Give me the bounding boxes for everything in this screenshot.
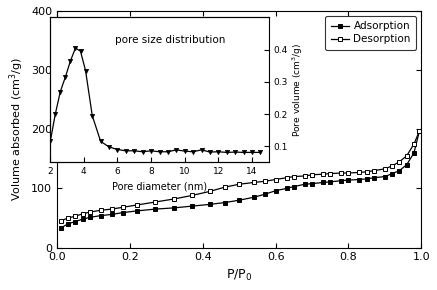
Desorption (273, 178, 278, 181)
Desorption (98, 209, 104, 212)
Line: Adsorption: Adsorption (58, 128, 422, 231)
Adsorption (357, 178, 362, 181)
Desorption (58, 219, 63, 223)
Adsorption (382, 175, 388, 178)
Adsorption (222, 201, 227, 204)
Adsorption (66, 222, 71, 226)
Text: pore size distribution: pore size distribution (115, 35, 225, 45)
Adsorption (284, 187, 289, 190)
Adsorption (58, 226, 63, 230)
Desorption (120, 206, 125, 209)
Desorption (222, 186, 227, 189)
X-axis label: P/P$_0$: P/P$_0$ (226, 268, 253, 283)
Desorption (357, 171, 362, 174)
Adsorption (404, 163, 409, 166)
Adsorption (109, 213, 114, 216)
Desorption (66, 216, 71, 220)
Desorption (236, 182, 242, 186)
Adsorption (189, 204, 194, 208)
Adsorption (397, 169, 402, 172)
Desorption (135, 203, 140, 207)
Desorption (346, 171, 351, 175)
Desorption (417, 129, 422, 133)
Adsorption (98, 214, 104, 217)
Desorption (109, 207, 114, 211)
Adsorption (73, 220, 78, 223)
Desorption (320, 173, 326, 176)
Desorption (189, 194, 194, 197)
Desorption (309, 173, 315, 177)
Desorption (284, 176, 289, 180)
Desorption (302, 174, 307, 178)
Desorption (251, 181, 257, 184)
Desorption (364, 170, 369, 174)
Adsorption (120, 211, 125, 214)
Adsorption (411, 151, 416, 155)
Adsorption (328, 180, 333, 184)
Desorption (87, 210, 93, 214)
Adsorption (346, 178, 351, 182)
Line: Desorption: Desorption (58, 128, 422, 223)
Desorption (73, 214, 78, 218)
Desorption (328, 172, 333, 175)
Desorption (397, 160, 402, 164)
Adsorption (171, 206, 176, 210)
Adsorption (309, 182, 315, 185)
Desorption (389, 164, 395, 168)
Desorption (208, 190, 213, 193)
Desorption (80, 212, 85, 215)
Desorption (153, 200, 158, 204)
Adsorption (236, 198, 242, 202)
Desorption (262, 180, 267, 183)
Adsorption (364, 177, 369, 181)
Adsorption (135, 209, 140, 213)
Adsorption (339, 179, 344, 182)
Adsorption (302, 182, 307, 186)
Adsorption (153, 207, 158, 211)
Desorption (339, 171, 344, 175)
Desorption (371, 169, 377, 172)
Desorption (404, 154, 409, 157)
Adsorption (389, 172, 395, 175)
Desorption (291, 175, 296, 178)
Adsorption (208, 203, 213, 206)
Adsorption (262, 193, 267, 196)
Adsorption (273, 189, 278, 193)
Desorption (171, 197, 176, 201)
Adsorption (371, 176, 377, 180)
Y-axis label: Volume absorbed (cm$^3$/g): Volume absorbed (cm$^3$/g) (7, 57, 25, 201)
Legend: Adsorption, Desorption: Adsorption, Desorption (325, 16, 416, 50)
Adsorption (291, 185, 296, 188)
Adsorption (80, 218, 85, 221)
Desorption (411, 142, 416, 146)
Desorption (382, 167, 388, 171)
Y-axis label: Pore volume (cm$^3$/g): Pore volume (cm$^3$/g) (291, 43, 305, 137)
Adsorption (87, 216, 93, 219)
Adsorption (320, 181, 326, 184)
Adsorption (417, 129, 422, 133)
X-axis label: Pore diameter (nm): Pore diameter (nm) (112, 182, 207, 192)
Adsorption (251, 195, 257, 199)
